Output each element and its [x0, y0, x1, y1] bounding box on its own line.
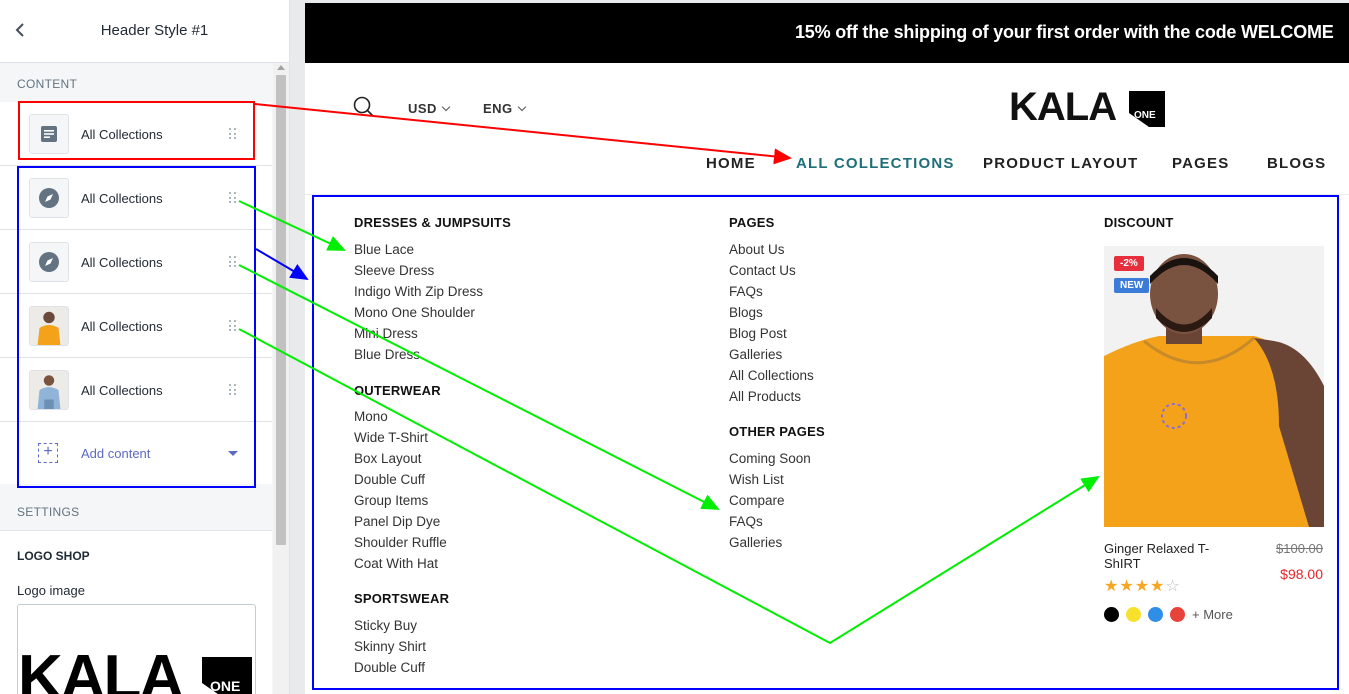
content-block-label: All Collections [81, 127, 163, 142]
sale-badge: -2% [1114, 256, 1144, 271]
promo-bar: 15% off the shipping of your first order… [305, 3, 1349, 63]
content-block-item[interactable]: All Collections [0, 230, 272, 294]
more-colors-link[interactable]: + More [1192, 607, 1233, 622]
logo-text: KALA [1009, 85, 1117, 129]
drag-handle-icon[interactable] [229, 192, 237, 204]
logo-badge-text: ONE [1134, 110, 1156, 121]
star-icon: ★ [1134, 578, 1151, 595]
new-badge: NEW [1114, 278, 1150, 293]
content-block-item[interactable]: All Collections [0, 166, 272, 230]
content-block-label: All Collections [81, 319, 163, 334]
star-icon: ★ [1104, 578, 1120, 595]
text-block-icon [29, 114, 69, 154]
menu-link[interactable]: FAQs [729, 284, 763, 299]
product-old-price: $100.00 [1276, 541, 1323, 556]
content-block-label: All Collections [81, 383, 163, 398]
menu-link[interactable]: Blogs [729, 305, 763, 320]
menu-link[interactable]: About Us [729, 242, 785, 257]
nav-all-collections[interactable]: ALL COLLECTIONS [796, 155, 955, 172]
compass-icon [29, 178, 69, 218]
add-block-icon: + [38, 443, 58, 463]
svg-text:ONE: ONE [210, 678, 240, 694]
product-image[interactable]: -2% NEW [1104, 246, 1324, 527]
content-block-list: All Collections All Collections All Coll… [0, 102, 272, 484]
blue-annotation-box [17, 166, 256, 488]
star-icon: ★ [1150, 578, 1166, 595]
menu-group-title: DRESSES & JUMPSUITS [354, 215, 511, 230]
color-swatch-black[interactable] [1104, 607, 1119, 622]
nav-product-layout[interactable]: PRODUCT LAYOUT [983, 155, 1139, 172]
product-name[interactable]: Ginger Relaxed T-ShIRT [1104, 541, 1210, 571]
drag-handle-icon[interactable] [229, 320, 237, 332]
promo-text: 15% off the shipping of your first order… [795, 22, 1334, 42]
product-thumbnail [29, 370, 69, 410]
sidebar-header: Header Style #1 [0, 0, 289, 63]
chevron-down-icon [517, 102, 526, 112]
menu-link[interactable]: Double Cuff [354, 660, 426, 675]
drag-handle-icon[interactable] [229, 256, 237, 268]
currency-value: USD [408, 101, 437, 116]
color-swatch-red[interactable] [1170, 607, 1185, 622]
product-rating: ★★★★☆ [1104, 576, 1181, 596]
content-block-item[interactable]: All Collections [0, 102, 272, 166]
back-chevron-icon[interactable] [14, 20, 34, 42]
logo-badge-icon: ONE [202, 657, 252, 694]
add-content-label: Add content [81, 446, 151, 461]
header-divider [305, 194, 1349, 195]
color-swatch-yellow[interactable] [1126, 607, 1141, 622]
content-section-label: CONTENT [17, 77, 78, 91]
menu-link[interactable]: Blue Lace [354, 242, 415, 257]
nav-blogs[interactable]: BLOGS [1267, 155, 1327, 172]
logo-image-label: Logo image [17, 583, 85, 598]
content-block-label: All Collections [81, 191, 163, 206]
star-icon: ★ [1119, 578, 1135, 595]
caret-down-icon [228, 451, 238, 456]
sidebar-title: Header Style #1 [100, 22, 209, 39]
search-icon[interactable] [353, 96, 375, 118]
nav-home[interactable]: HOME [706, 155, 756, 172]
drag-handle-icon[interactable] [229, 128, 237, 140]
content-block-label: All Collections [81, 255, 163, 270]
red-annotation-box [18, 101, 255, 160]
logo-preview-text: KALA [18, 643, 184, 694]
settings-section-label: SETTINGS [17, 505, 80, 519]
chevron-down-icon [441, 102, 451, 112]
star-empty-icon: ☆ [1165, 578, 1181, 595]
product-thumbnail [29, 306, 69, 346]
content-block-item[interactable]: All Collections [0, 294, 272, 358]
compass-icon [29, 242, 69, 282]
drag-handle-icon[interactable] [229, 384, 237, 396]
sidebar-scrollbar[interactable] [273, 63, 289, 694]
blue-menu-annotation-box [312, 195, 1339, 690]
scrollbar-thumb[interactable] [276, 75, 286, 545]
language-selector[interactable]: ENG [483, 101, 526, 116]
currency-selector[interactable]: USD [408, 101, 451, 116]
nav-pages[interactable]: PAGES [1172, 155, 1230, 172]
logo-image-picker[interactable]: KALA ONE [17, 604, 256, 694]
logo-shop-heading: LOGO SHOP [17, 549, 90, 563]
content-block-item[interactable]: All Collections [0, 358, 272, 422]
menu-link[interactable]: Contact Us [729, 263, 796, 278]
logo-badge-icon: ONE [1129, 91, 1165, 127]
scroll-up-arrow-icon[interactable] [277, 65, 285, 70]
discount-title: DISCOUNT [1104, 215, 1174, 230]
add-content-button[interactable]: + Add content [0, 422, 272, 484]
language-value: ENG [483, 101, 513, 116]
color-swatch-blue[interactable] [1148, 607, 1163, 622]
product-price: $98.00 [1280, 566, 1323, 582]
menu-group-title: PAGES [729, 215, 775, 230]
settings-panel: LOGO SHOP Logo image KALA ONE [0, 530, 272, 694]
